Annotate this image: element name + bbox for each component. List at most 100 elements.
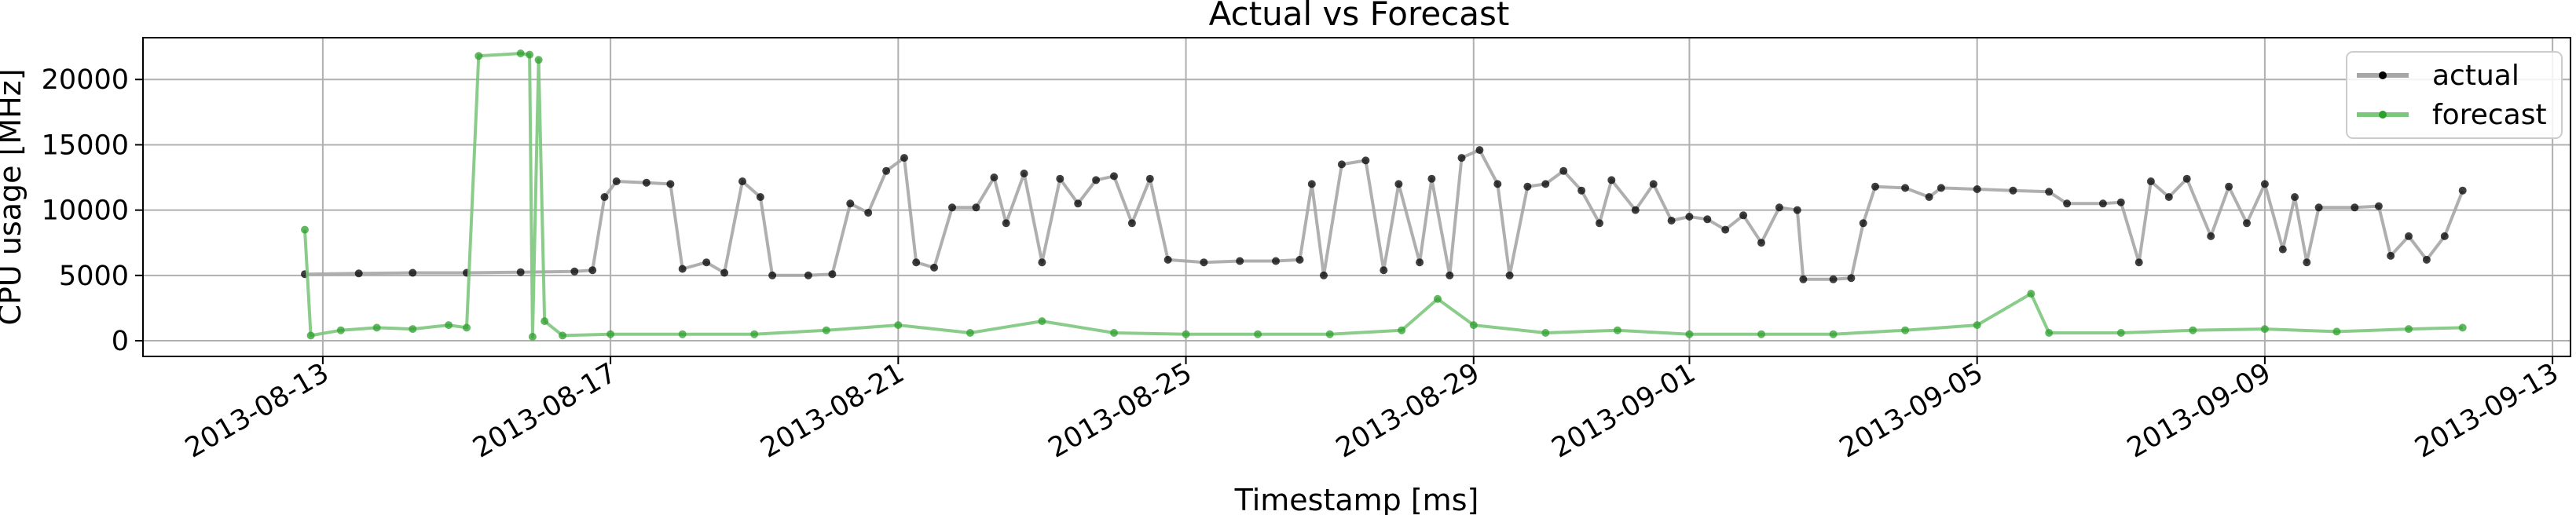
legend-label-actual: actual bbox=[2432, 60, 2519, 92]
data-point-forecast bbox=[372, 323, 381, 332]
data-point-actual bbox=[2182, 174, 2191, 183]
data-point-actual bbox=[1596, 219, 1603, 228]
data-point-actual bbox=[930, 263, 939, 272]
data-point-actual bbox=[828, 270, 837, 279]
data-point-actual bbox=[2146, 177, 2155, 185]
data-point-forecast bbox=[2458, 323, 2467, 332]
data-point-actual bbox=[768, 271, 777, 279]
data-point-actual bbox=[1541, 180, 1550, 188]
data-point-actual bbox=[354, 269, 363, 278]
data-point-actual bbox=[1236, 257, 1244, 265]
data-point-actual bbox=[2045, 188, 2054, 196]
data-point-actual bbox=[2422, 255, 2431, 264]
y-axis-label: CPU usage [MHz] bbox=[0, 68, 27, 325]
data-point-actual bbox=[1775, 203, 1783, 212]
data-point-actual bbox=[1505, 271, 1514, 279]
data-point-forecast bbox=[1038, 317, 1046, 326]
data-point-forecast bbox=[606, 330, 615, 338]
data-point-actual bbox=[1457, 154, 1466, 163]
data-point-actual bbox=[1607, 176, 1616, 184]
data-point-actual bbox=[1847, 274, 1856, 283]
data-point-actual bbox=[409, 268, 417, 277]
data-point-actual bbox=[1523, 182, 1532, 191]
data-point-actual bbox=[738, 177, 746, 185]
data-point-actual bbox=[2207, 232, 2215, 240]
data-point-forecast bbox=[2260, 325, 2269, 334]
data-point-actual bbox=[1320, 271, 1328, 279]
data-point-forecast bbox=[475, 52, 483, 60]
data-point-actual bbox=[1559, 166, 1568, 175]
y-tick-label: 15000 bbox=[42, 130, 129, 161]
data-point-forecast bbox=[750, 330, 759, 338]
data-point-actual bbox=[1649, 180, 1658, 188]
data-point-actual bbox=[1394, 180, 1403, 188]
data-point-forecast bbox=[2332, 327, 2341, 336]
data-point-forecast bbox=[1325, 330, 1334, 338]
data-point-actual bbox=[2116, 198, 2125, 206]
data-point-actual bbox=[612, 177, 621, 185]
data-point-actual bbox=[1110, 172, 1118, 181]
chart-title: Actual vs Forecast bbox=[1209, 0, 1510, 33]
grid-lines bbox=[143, 38, 2571, 356]
data-point-forecast bbox=[526, 50, 534, 59]
data-point-actual bbox=[2405, 232, 2413, 240]
data-point-actual bbox=[2164, 193, 2173, 201]
data-point-actual bbox=[1937, 184, 1945, 192]
data-point-actual bbox=[2387, 251, 2395, 260]
data-point-actual bbox=[2440, 232, 2449, 240]
y-tick-label: 0 bbox=[112, 326, 129, 357]
data-point-actual bbox=[900, 154, 908, 163]
data-point-forecast bbox=[822, 326, 830, 334]
data-point-actual bbox=[1337, 160, 1346, 169]
data-point-actual bbox=[1074, 199, 1083, 208]
data-point-forecast bbox=[1541, 329, 1550, 337]
data-point-actual bbox=[1002, 219, 1010, 228]
data-point-forecast bbox=[301, 225, 309, 234]
data-point-actual bbox=[2458, 186, 2467, 195]
data-point-forecast bbox=[1613, 326, 1621, 334]
data-point-forecast bbox=[1182, 330, 1190, 338]
data-point-forecast bbox=[1110, 329, 1118, 337]
data-point-actual bbox=[1859, 219, 1867, 228]
data-point-actual bbox=[1020, 170, 1028, 177]
data-point-actual bbox=[720, 268, 729, 277]
data-point-actual bbox=[972, 203, 980, 212]
y-tick-label: 5000 bbox=[59, 261, 129, 292]
legend-marker-forecast bbox=[2379, 111, 2387, 119]
data-point-forecast bbox=[445, 321, 453, 330]
data-point-forecast bbox=[2405, 325, 2413, 334]
data-point-actual bbox=[1871, 182, 1879, 191]
data-point-actual bbox=[990, 173, 999, 181]
data-point-forecast bbox=[2045, 329, 2054, 337]
data-point-actual bbox=[1307, 180, 1316, 188]
data-point-actual bbox=[2260, 180, 2269, 188]
data-point-actual bbox=[1446, 271, 1454, 279]
data-point-actual bbox=[1416, 258, 1424, 267]
data-point-actual bbox=[1577, 186, 1586, 195]
data-point-actual bbox=[804, 271, 812, 279]
legend-label-forecast: forecast bbox=[2432, 99, 2547, 131]
data-point-actual bbox=[516, 268, 525, 276]
data-point-forecast bbox=[1973, 321, 1981, 330]
data-point-forecast bbox=[516, 49, 525, 57]
x-axis-label: Timestamp [ms] bbox=[1234, 483, 1479, 515]
data-point-forecast bbox=[1434, 294, 1442, 303]
data-point-actual bbox=[2009, 186, 2017, 195]
data-point-actual bbox=[1380, 266, 1388, 275]
legend: actual forecast bbox=[2346, 51, 2563, 139]
data-point-actual bbox=[2134, 258, 2143, 267]
data-point-actual bbox=[1145, 174, 1154, 183]
data-point-forecast bbox=[336, 326, 345, 334]
data-point-actual bbox=[864, 209, 873, 217]
data-point-actual bbox=[846, 199, 855, 208]
data-point-actual bbox=[570, 267, 579, 276]
data-point-actual bbox=[2291, 193, 2299, 201]
data-point-actual bbox=[702, 258, 711, 267]
data-point-actual bbox=[1757, 239, 1765, 247]
data-point-actual bbox=[2098, 199, 2107, 208]
data-point-actual bbox=[678, 265, 687, 273]
data-point-actual bbox=[2278, 245, 2287, 254]
series-layer bbox=[301, 49, 2467, 341]
data-point-forecast bbox=[1757, 330, 1765, 338]
